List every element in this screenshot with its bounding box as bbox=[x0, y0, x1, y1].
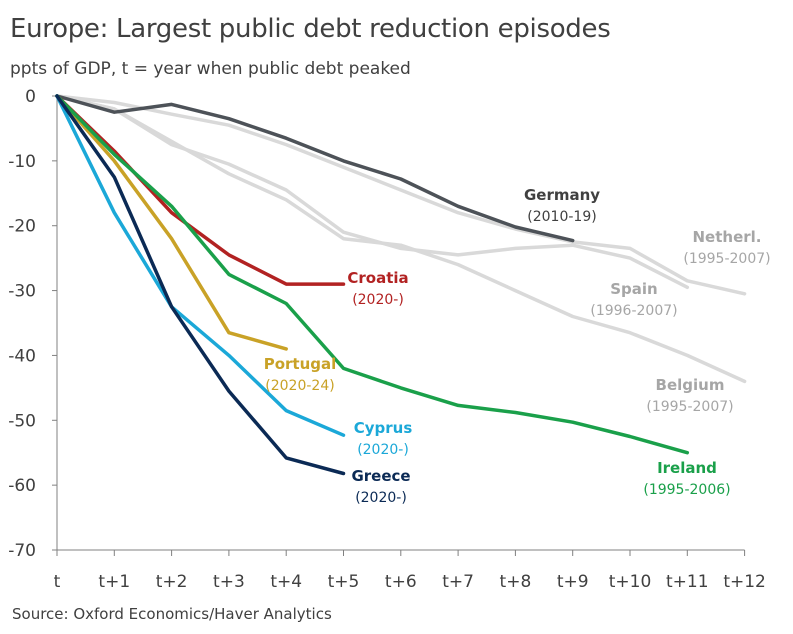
series-label-cyprus: Cyprus bbox=[354, 419, 413, 437]
series-period-germany: (2010-19) bbox=[527, 209, 596, 225]
series-period-netherl: (1995-2007) bbox=[683, 251, 770, 267]
series-period-cyprus: (2020-) bbox=[357, 442, 409, 458]
source-note: Source: Oxford Economics/Haver Analytics bbox=[12, 605, 332, 623]
series-label-portugal: Portugal bbox=[264, 355, 337, 373]
y-tick-label: -10 bbox=[8, 152, 36, 172]
series-period-croatia: (2020-) bbox=[352, 292, 404, 308]
series-line-greece bbox=[55, 94, 346, 476]
chart-title: Europe: Largest public debt reduction ep… bbox=[10, 14, 611, 44]
series-period-portugal: (2020-24) bbox=[265, 378, 334, 394]
series-period-greece: (2020-) bbox=[355, 490, 407, 506]
x-tick-label: t+9 bbox=[557, 572, 589, 592]
y-tick-label: 0 bbox=[25, 87, 36, 107]
y-tick-label: -50 bbox=[8, 411, 36, 431]
x-tick-label: t+5 bbox=[328, 572, 360, 592]
y-tick-label: -20 bbox=[8, 217, 36, 237]
x-tick-label: t+11 bbox=[666, 572, 709, 592]
series-line-germany bbox=[55, 94, 575, 243]
x-tick-label: t+8 bbox=[500, 572, 532, 592]
x-tick-label: t+2 bbox=[156, 572, 188, 592]
y-tick-label: -30 bbox=[8, 282, 36, 302]
series-label-netherl: Netherl. bbox=[693, 228, 762, 246]
series-period-ireland: (1995-2006) bbox=[643, 482, 730, 498]
x-tick-label: t bbox=[54, 572, 61, 592]
series-period-belgium: (1995-2007) bbox=[646, 399, 733, 415]
series-period-spain: (1996-2007) bbox=[590, 303, 677, 319]
series-label-greece: Greece bbox=[351, 467, 410, 485]
series-label-germany: Germany bbox=[524, 186, 600, 204]
series-line-belgium bbox=[55, 94, 747, 384]
chart-subtitle: ppts of GDP, t = year when public debt p… bbox=[10, 59, 411, 79]
series-line-croatia bbox=[55, 94, 346, 286]
series-label-spain: Spain bbox=[610, 280, 657, 298]
series-label-belgium: Belgium bbox=[656, 376, 725, 394]
x-tick-label: t+7 bbox=[442, 572, 474, 592]
x-tick-label: t+4 bbox=[270, 572, 302, 592]
x-tick-label: t+6 bbox=[385, 572, 417, 592]
x-tick-label: t+10 bbox=[609, 572, 652, 592]
series-line-portugal bbox=[55, 94, 288, 351]
y-tick-label: -60 bbox=[8, 476, 36, 496]
series-label-ireland: Ireland bbox=[657, 459, 717, 477]
x-tick-label: t+12 bbox=[723, 572, 766, 592]
series-line-ireland bbox=[55, 94, 690, 455]
axes: 0 -10 -20 -30 -40 -50 -60 -70 t t+1 t+2 t+3 t+4 t+5 t+… bbox=[8, 87, 766, 592]
x-tick-label: t+3 bbox=[213, 572, 245, 592]
series-line-cyprus bbox=[55, 94, 346, 437]
series-line-netherl bbox=[55, 94, 747, 296]
series-lines bbox=[55, 94, 747, 476]
y-tick-label: -70 bbox=[8, 541, 36, 561]
series-label-croatia: Croatia bbox=[347, 269, 408, 287]
y-tick-label: -40 bbox=[8, 346, 36, 366]
x-tick-label: t+1 bbox=[98, 572, 130, 592]
series-labels: Netherl. (1995-2007) Spain (1996-2007) Belgi… bbox=[264, 186, 771, 506]
